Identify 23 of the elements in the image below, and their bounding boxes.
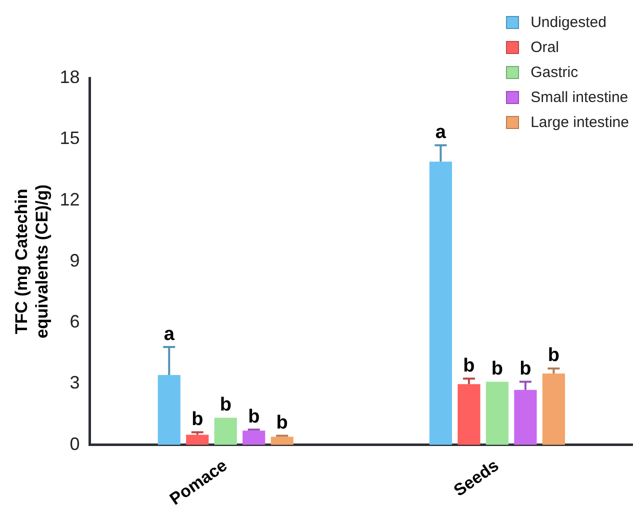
legend-label: Gastric bbox=[530, 64, 578, 81]
data-label: b bbox=[220, 394, 232, 416]
y-tick-label: 15 bbox=[60, 128, 80, 148]
y-tick-label: 3 bbox=[70, 372, 80, 393]
legend-label: Oral bbox=[530, 39, 559, 56]
legend-label: Undigested bbox=[530, 14, 606, 31]
legend-label: Large intestine bbox=[530, 114, 629, 131]
data-label: b bbox=[548, 345, 560, 366]
y-tick-label: 12 bbox=[60, 189, 80, 210]
data-label: a bbox=[164, 324, 175, 345]
y-tick-label: 0 bbox=[70, 434, 80, 454]
y-tick-label: 6 bbox=[70, 312, 80, 332]
data-label: a bbox=[435, 122, 446, 143]
y-axis-title: TFC (mg Catechin equivalents (CE)/g) bbox=[12, 184, 52, 338]
data-label: b bbox=[248, 406, 260, 428]
data-label: b bbox=[192, 408, 204, 430]
legend-label: Small intestine bbox=[530, 89, 628, 106]
data-label: b bbox=[463, 355, 475, 376]
y-tick-label: 9 bbox=[70, 250, 80, 270]
data-label: b bbox=[491, 358, 504, 380]
data-label: b bbox=[276, 412, 288, 434]
data-label: b bbox=[520, 358, 532, 380]
y-tick-label: 18 bbox=[60, 66, 80, 87]
